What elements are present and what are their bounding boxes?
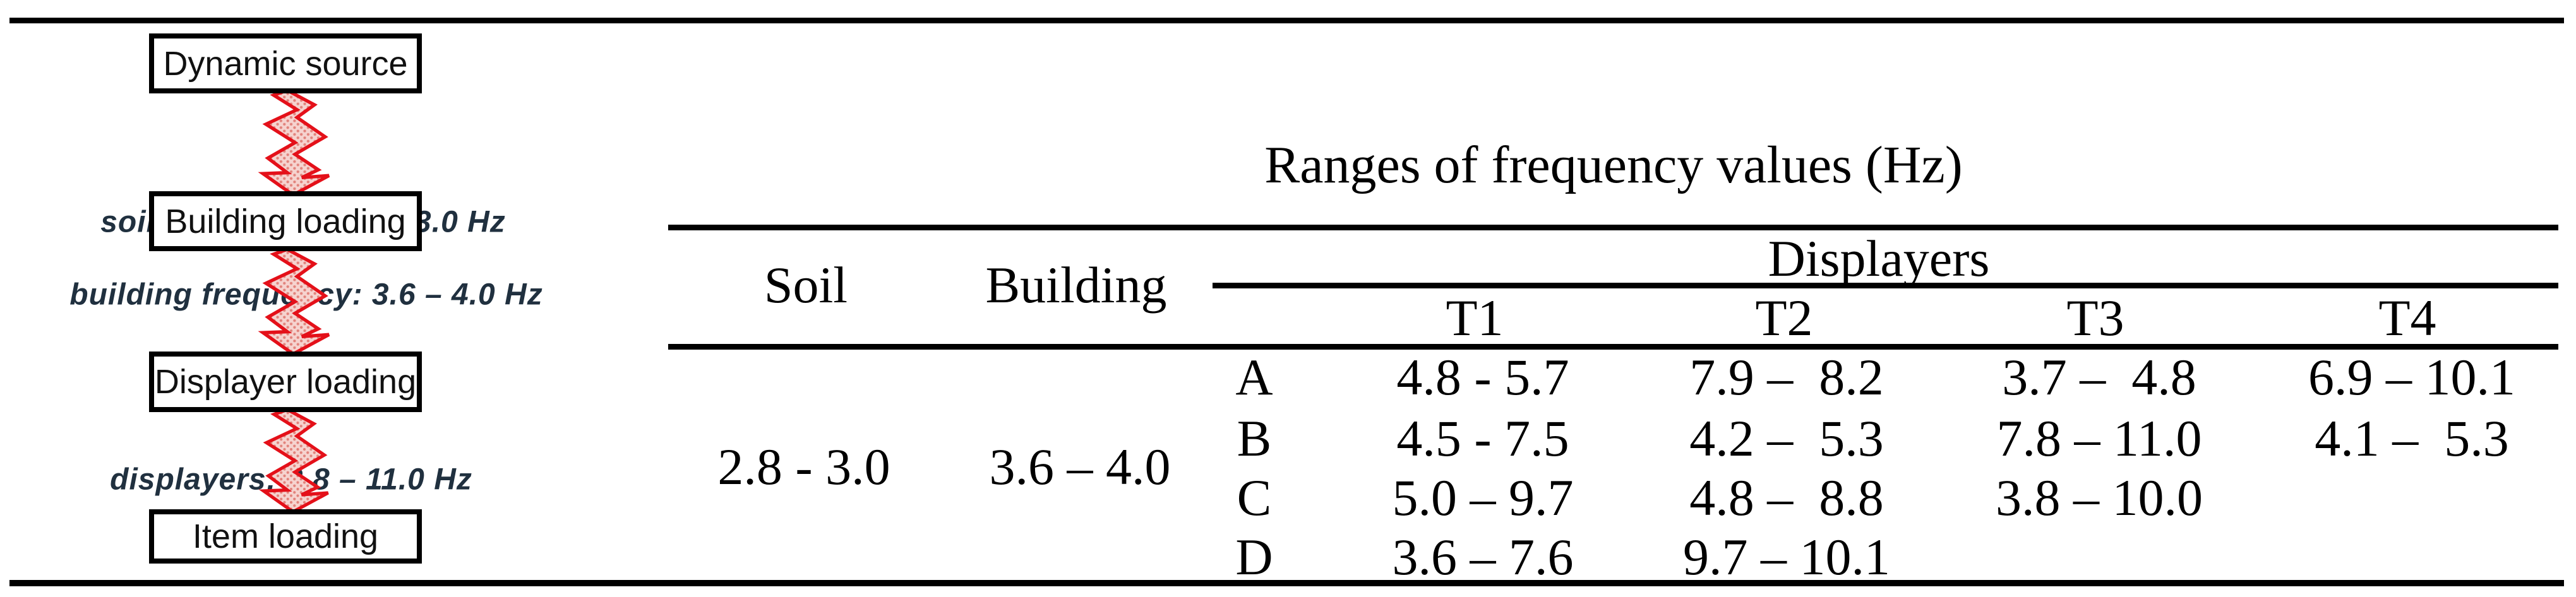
- cell-t3-value: 3.8 – 10.0: [1996, 469, 2203, 526]
- figure-top-rule: [9, 18, 2564, 23]
- figure-bottom-rule: [9, 580, 2564, 586]
- flow-box-label: Dynamic source: [163, 44, 408, 83]
- row-label: C: [1237, 469, 1272, 526]
- cell-t3-value: 7.8 – 11.0: [1996, 410, 2202, 467]
- col-header-soil: Soil: [764, 256, 848, 314]
- cell-t1-value: 4.8 - 5.7: [1396, 348, 1569, 406]
- cell-t1-value: 3.6 – 7.6: [1392, 528, 1574, 586]
- flow-box-building-loading: Building loading: [149, 191, 422, 251]
- col-header-t2: T2: [1755, 289, 1813, 346]
- col-group-displayers: Displayers: [1768, 230, 1990, 287]
- col-header-t4: T4: [2378, 289, 2436, 346]
- cell-t2-value: 7.9 – 8.2: [1689, 348, 1884, 406]
- col-header-t1: T1: [1446, 289, 1504, 346]
- cell-t2-value: 9.7 – 10.1: [1683, 528, 1890, 586]
- zigzag-arrow-icon: [241, 247, 339, 356]
- cell-t1-value: 4.5 - 7.5: [1396, 410, 1569, 467]
- flow-box-label: Displayer loading: [154, 363, 417, 401]
- row-label: B: [1237, 410, 1272, 467]
- cell-building-value: 3.6 – 4.0: [989, 438, 1171, 495]
- cell-t1-value: 5.0 – 9.7: [1392, 469, 1574, 526]
- cell-t4-value: 4.1 – 5.3: [2315, 410, 2509, 467]
- col-header-building: Building: [985, 256, 1167, 314]
- flow-box-label: Building loading: [165, 202, 406, 240]
- displayers-group-rule: [1213, 283, 2558, 288]
- cell-t2-value: 4.8 – 8.8: [1689, 469, 1884, 526]
- row-label: A: [1235, 348, 1273, 406]
- row-label: D: [1235, 528, 1273, 586]
- cell-t4-value: 6.9 – 10.1: [2308, 348, 2515, 406]
- zigzag-arrow-icon: [241, 88, 339, 197]
- table-header-rule: [668, 344, 2558, 350]
- cell-t3-value: 3.7 – 4.8: [2002, 348, 2196, 406]
- flow-box-item-loading: Item loading: [149, 509, 422, 564]
- zigzag-arrow-icon: [241, 408, 339, 514]
- cell-t2-value: 4.2 – 5.3: [1689, 410, 1884, 467]
- table-top-rule: [668, 225, 2558, 230]
- flow-box-dynamic-source: Dynamic source: [149, 33, 422, 93]
- table-title: Ranges of frequency values (Hz): [1264, 136, 1963, 194]
- flow-box-displayer-loading: Displayer loading: [149, 352, 422, 412]
- flow-box-label: Item loading: [192, 517, 379, 555]
- cell-soil-value: 2.8 - 3.0: [717, 438, 890, 495]
- col-header-t3: T3: [2066, 289, 2124, 346]
